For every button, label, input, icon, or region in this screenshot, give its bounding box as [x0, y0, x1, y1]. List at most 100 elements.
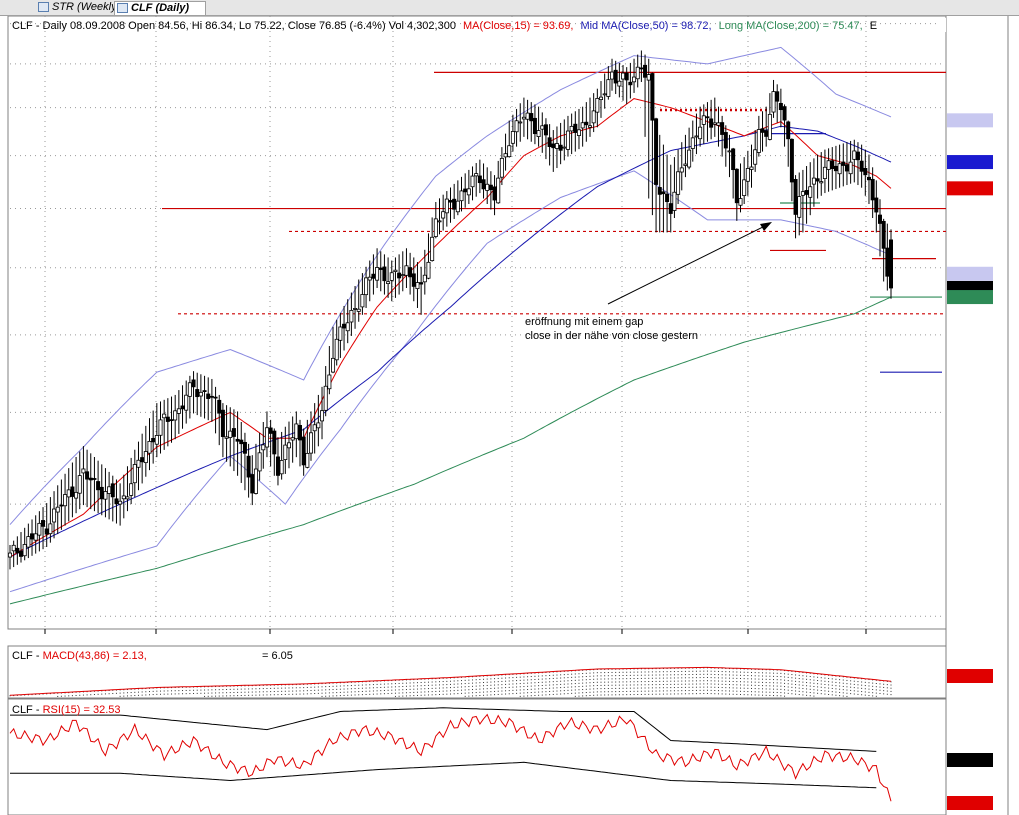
- macd-dot: [872, 679, 874, 681]
- candle-body: [360, 294, 365, 308]
- macd-dot: [769, 672, 771, 674]
- macd-dot: [450, 693, 451, 695]
- macd-dot: [758, 678, 760, 680]
- macd-dot: [725, 683, 727, 685]
- macd-dot: [552, 681, 554, 683]
- macd-dot: [215, 689, 217, 691]
- candle-body: [327, 374, 332, 390]
- macd-dot: [618, 678, 620, 680]
- macd-dot: [494, 690, 496, 692]
- candle-body: [397, 272, 402, 279]
- candle-body: [764, 130, 769, 137]
- tab-clf-daily[interactable]: CLF (Daily): [114, 1, 206, 15]
- macd-dot: [717, 667, 719, 669]
- macd-dot: [534, 672, 536, 674]
- macd-dot: [372, 693, 374, 695]
- annotations: [607, 222, 772, 305]
- macd-dot: [24, 694, 26, 696]
- macd-dot: [868, 682, 870, 684]
- macd-dot: [835, 681, 837, 683]
- macd-dot: [831, 684, 833, 686]
- macd-dot: [835, 685, 837, 687]
- macd-dot: [703, 673, 705, 675]
- header-ma50: Mid MA(Close,50) = 98.72,: [580, 20, 711, 32]
- candle-body: [162, 413, 167, 419]
- candle-body: [96, 481, 101, 491]
- macd-dot: [684, 674, 686, 676]
- macd-dot: [468, 689, 470, 691]
- macd-dot: [640, 690, 642, 692]
- candle-body: [99, 486, 104, 500]
- candle-body: [48, 523, 53, 535]
- macd-dot: [339, 685, 341, 687]
- stock-chart[interactable]: CLF - Daily 08.09.2008 Open 84.56, Hi 86…: [0, 16, 1019, 815]
- macd-dot: [681, 693, 683, 695]
- macd-dot: [152, 694, 154, 696]
- macd-dot: [582, 679, 584, 681]
- macd-dot: [864, 691, 866, 693]
- candle-body: [679, 167, 684, 173]
- macd-dot: [596, 691, 598, 693]
- macd-dot: [244, 691, 246, 693]
- price-tag: [947, 155, 993, 170]
- macd-dot: [773, 685, 775, 687]
- macd-dot: [372, 690, 374, 692]
- macd-dot: [828, 690, 830, 692]
- macd-dot: [846, 689, 848, 691]
- macd-dot: [828, 687, 830, 689]
- macd-dot: [288, 690, 290, 692]
- macd-dot: [762, 685, 764, 687]
- candle-body: [279, 460, 284, 475]
- macd-dot: [93, 693, 95, 695]
- candle-body: [393, 269, 398, 272]
- macd-dot: [850, 677, 852, 679]
- macd-dot: [791, 690, 793, 692]
- macd-dot: [648, 690, 650, 692]
- macd-dot: [684, 677, 686, 679]
- macd-dot: [490, 684, 492, 686]
- macd-dot: [728, 680, 730, 682]
- macd-dot: [369, 684, 371, 686]
- macd-dot: [560, 680, 562, 682]
- macd-dot: [842, 676, 844, 678]
- macd-dot: [424, 688, 426, 690]
- macd-dot: [677, 674, 679, 676]
- macd-dot: [611, 684, 613, 686]
- macd-dot: [413, 691, 415, 693]
- macd-dot: [567, 693, 569, 695]
- macd-dot: [317, 686, 319, 688]
- candle-body: [848, 161, 853, 175]
- candle-body: [77, 475, 82, 494]
- macd-dot: [736, 693, 738, 695]
- macd-dot: [802, 684, 804, 686]
- macd-dot: [438, 681, 440, 683]
- note-line-1: eröffnung mit einem gap: [525, 316, 643, 328]
- macd-dot: [629, 678, 631, 680]
- tab-str-weekly[interactable]: STR (Weekly): [36, 1, 128, 14]
- candle-body: [294, 423, 299, 440]
- candle-body: [525, 112, 530, 120]
- macd-dot: [622, 675, 624, 677]
- macd-dot: [442, 690, 444, 692]
- macd-dot: [292, 690, 294, 692]
- macd-dot: [659, 693, 661, 695]
- macd-dot: [633, 684, 635, 686]
- macd-dot: [394, 689, 396, 691]
- macd-dot: [475, 682, 477, 684]
- tab-bar: STR (Weekly) CLF (Daily): [0, 0, 1019, 16]
- macd-dot: [773, 679, 775, 681]
- macd-dot: [405, 695, 407, 697]
- macd-price-tag: [947, 655, 993, 669]
- macd-dot: [248, 688, 250, 690]
- macd-dot: [886, 693, 888, 695]
- candle-body: [558, 144, 563, 151]
- macd-dot: [560, 671, 562, 673]
- macd-dot: [549, 694, 551, 696]
- tab-label: STR (Weekly): [52, 1, 121, 13]
- macd-dot: [530, 682, 532, 684]
- candle-body: [275, 456, 280, 476]
- candle-body: [129, 483, 134, 496]
- macd-dot: [299, 690, 301, 692]
- macd-dot: [9, 695, 11, 697]
- macd-dot: [545, 681, 547, 683]
